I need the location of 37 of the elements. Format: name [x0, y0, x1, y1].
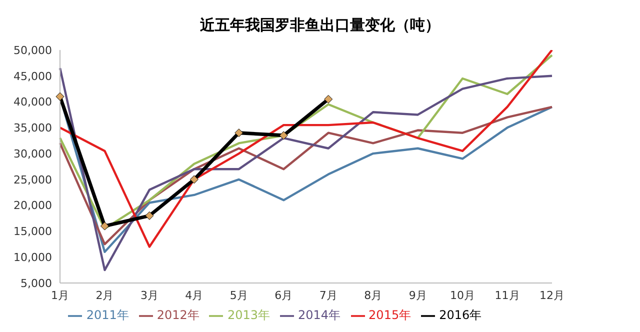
point: [234, 128, 244, 138]
y-tick-label: 40,000: [14, 96, 52, 109]
x-tick-label: 1月: [51, 288, 69, 302]
x-tick-label: 12月: [540, 288, 564, 302]
y-tick-label: 35,000: [14, 122, 52, 135]
point: [100, 222, 109, 230]
y-tick-label: 50,000: [14, 44, 52, 57]
point: [145, 211, 154, 220]
legend-label: 2016年: [439, 308, 482, 322]
x-tick-label: 11月: [494, 288, 520, 302]
legend-label: 2013年: [227, 308, 270, 322]
x-tick-label: 3月: [140, 288, 158, 302]
point: [279, 131, 288, 140]
x-tick-label: 6月: [274, 288, 293, 302]
x-tick-label: 8月: [364, 288, 382, 302]
y-tick-label: 25,000: [14, 173, 52, 186]
legend-label: 2012年: [156, 308, 200, 322]
x-tick-label: 4月: [185, 288, 204, 302]
y-tick-label: 20,000: [14, 199, 52, 212]
x-tick-label: 7月: [319, 288, 338, 302]
y-tick-label: 15,000: [14, 225, 52, 238]
y-tick-label: 30,000: [14, 147, 52, 160]
legend-label: 2011年: [86, 308, 129, 322]
x-tick-label: 9月: [408, 288, 427, 302]
y-tick-label: 45,000: [14, 70, 52, 83]
point: [324, 94, 333, 104]
point: [56, 92, 64, 101]
x-tick-label: 10月: [450, 288, 476, 302]
x-tick-label: 2月: [96, 288, 114, 302]
x-tick-label: 5月: [230, 288, 248, 302]
chart-title: 近五年我国罗非鱼出口量变化（吨）: [199, 15, 441, 36]
line-series: [58, 67, 554, 272]
legend-label: 2014年: [298, 308, 341, 322]
y-tick-label: 10,000: [14, 251, 52, 264]
legend-label: 2015年: [368, 308, 412, 322]
point: [190, 175, 198, 184]
y-tick-label: 5,000: [20, 276, 52, 290]
